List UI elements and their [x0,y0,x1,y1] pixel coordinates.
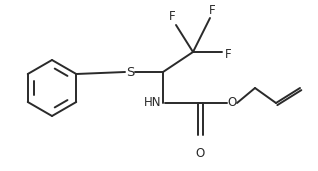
Text: S: S [126,65,134,78]
Text: O: O [227,96,237,109]
Text: F: F [169,10,175,23]
Text: F: F [209,3,215,16]
Text: HN: HN [143,96,161,109]
Text: F: F [225,49,231,62]
Text: O: O [195,147,204,160]
